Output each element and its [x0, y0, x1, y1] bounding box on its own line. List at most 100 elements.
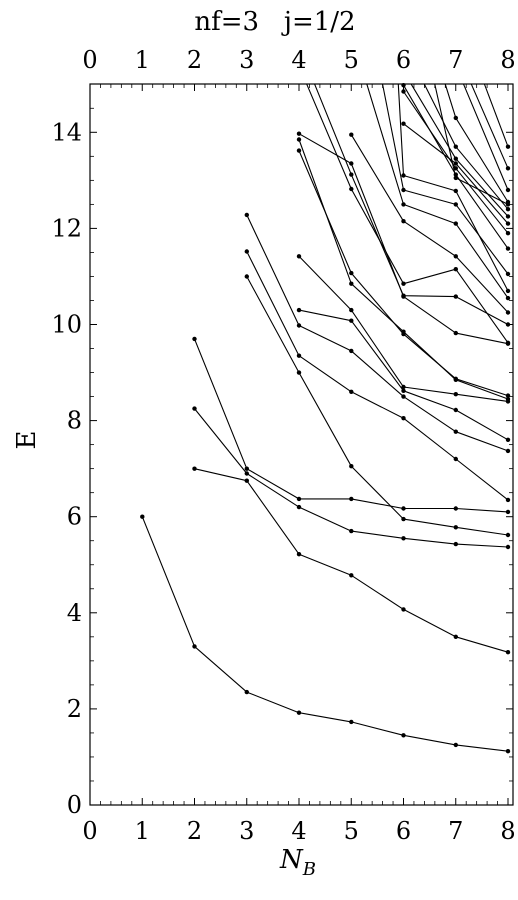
series-line	[483, 84, 509, 147]
top-tick-labels: 0 1 2 3 4 5 6 7 8	[82, 46, 515, 74]
data-point	[505, 221, 511, 226]
data-point	[401, 416, 406, 421]
data-point	[401, 516, 406, 522]
x-tick-label: 0	[82, 817, 97, 845]
data-point	[453, 188, 458, 194]
data-point	[244, 212, 249, 218]
x-tick-label: 6	[396, 817, 411, 845]
series-2	[192, 466, 511, 655]
series-1	[140, 514, 511, 754]
data-point	[505, 448, 511, 454]
data-point	[453, 742, 458, 748]
x-tick-label: 2	[187, 817, 202, 845]
data-point	[453, 144, 458, 149]
series-line	[306, 84, 509, 344]
data-point	[296, 137, 302, 142]
series-13	[314, 84, 511, 327]
data-point	[192, 406, 197, 411]
data-point	[453, 330, 458, 336]
data-point	[349, 719, 354, 725]
series-line	[463, 84, 509, 191]
data-point	[401, 394, 406, 399]
plot-frame	[89, 83, 514, 806]
data-point	[453, 407, 458, 413]
data-point	[453, 202, 458, 207]
data-point	[505, 544, 511, 550]
data-point	[140, 514, 145, 519]
series-line	[246, 276, 509, 536]
data-point	[453, 294, 458, 299]
y-tick-label: 14	[51, 118, 82, 146]
data-point	[453, 115, 458, 121]
series-5	[244, 274, 511, 538]
series-16	[366, 84, 511, 301]
series-18	[397, 84, 511, 294]
data-point	[296, 370, 302, 375]
tick-marks	[89, 84, 513, 806]
y-tick-label: 6	[67, 503, 82, 531]
x-tick-label: 1	[135, 817, 150, 845]
x-tick-label-top: 1	[135, 46, 150, 74]
data-point	[453, 221, 458, 226]
data-point	[401, 293, 406, 298]
x-axis-title-subscript: B	[302, 859, 316, 880]
data-point	[505, 246, 511, 251]
series-line	[366, 84, 509, 299]
x-tick-label-top: 5	[344, 46, 359, 74]
data-point	[244, 249, 249, 254]
data-point	[349, 132, 354, 137]
data-point	[401, 536, 406, 541]
series-4	[192, 336, 511, 515]
data-point	[505, 396, 511, 402]
series-line	[423, 84, 509, 210]
series-line	[397, 84, 509, 292]
data-point	[505, 322, 511, 327]
data-point	[296, 504, 302, 510]
data-point	[401, 202, 406, 207]
y-tick-label: 4	[67, 599, 82, 627]
data-point	[505, 393, 511, 398]
data-point	[192, 644, 197, 649]
data-point	[401, 281, 406, 286]
data-point	[505, 288, 511, 294]
data-point	[401, 121, 406, 126]
series-line	[246, 251, 509, 501]
data-point	[505, 749, 511, 754]
data-point	[505, 214, 511, 219]
series-line	[194, 408, 509, 548]
y-tick-label: 0	[67, 791, 82, 819]
series-10	[296, 148, 511, 398]
data-point	[453, 456, 458, 462]
series-25	[444, 84, 511, 205]
series-28	[463, 84, 511, 193]
data-point	[296, 254, 302, 259]
series-21	[401, 121, 511, 226]
series-3	[192, 406, 511, 550]
data-point	[349, 496, 354, 502]
data-point	[401, 388, 406, 393]
data-point	[453, 429, 458, 434]
data-point	[453, 392, 458, 397]
data-point	[401, 329, 406, 334]
data-point	[505, 295, 511, 301]
series-23	[423, 84, 511, 212]
data-point	[296, 307, 302, 313]
data-point	[453, 506, 458, 511]
data-point	[505, 187, 511, 193]
chart-title: nf=3 j=1/2	[194, 7, 355, 37]
data-point	[505, 207, 511, 212]
x-axis-title-main: N	[279, 845, 304, 875]
data-point	[453, 267, 458, 272]
series-line	[246, 214, 509, 452]
data-point	[505, 340, 511, 345]
data-point	[349, 281, 354, 286]
x-tick-label: 4	[291, 817, 306, 845]
series-line	[298, 133, 509, 345]
series-17	[382, 84, 511, 277]
data-point	[401, 173, 406, 178]
series-11	[296, 137, 511, 402]
x-tick-label: 8	[500, 817, 515, 845]
series-line	[193, 338, 509, 513]
data-point	[453, 161, 458, 166]
